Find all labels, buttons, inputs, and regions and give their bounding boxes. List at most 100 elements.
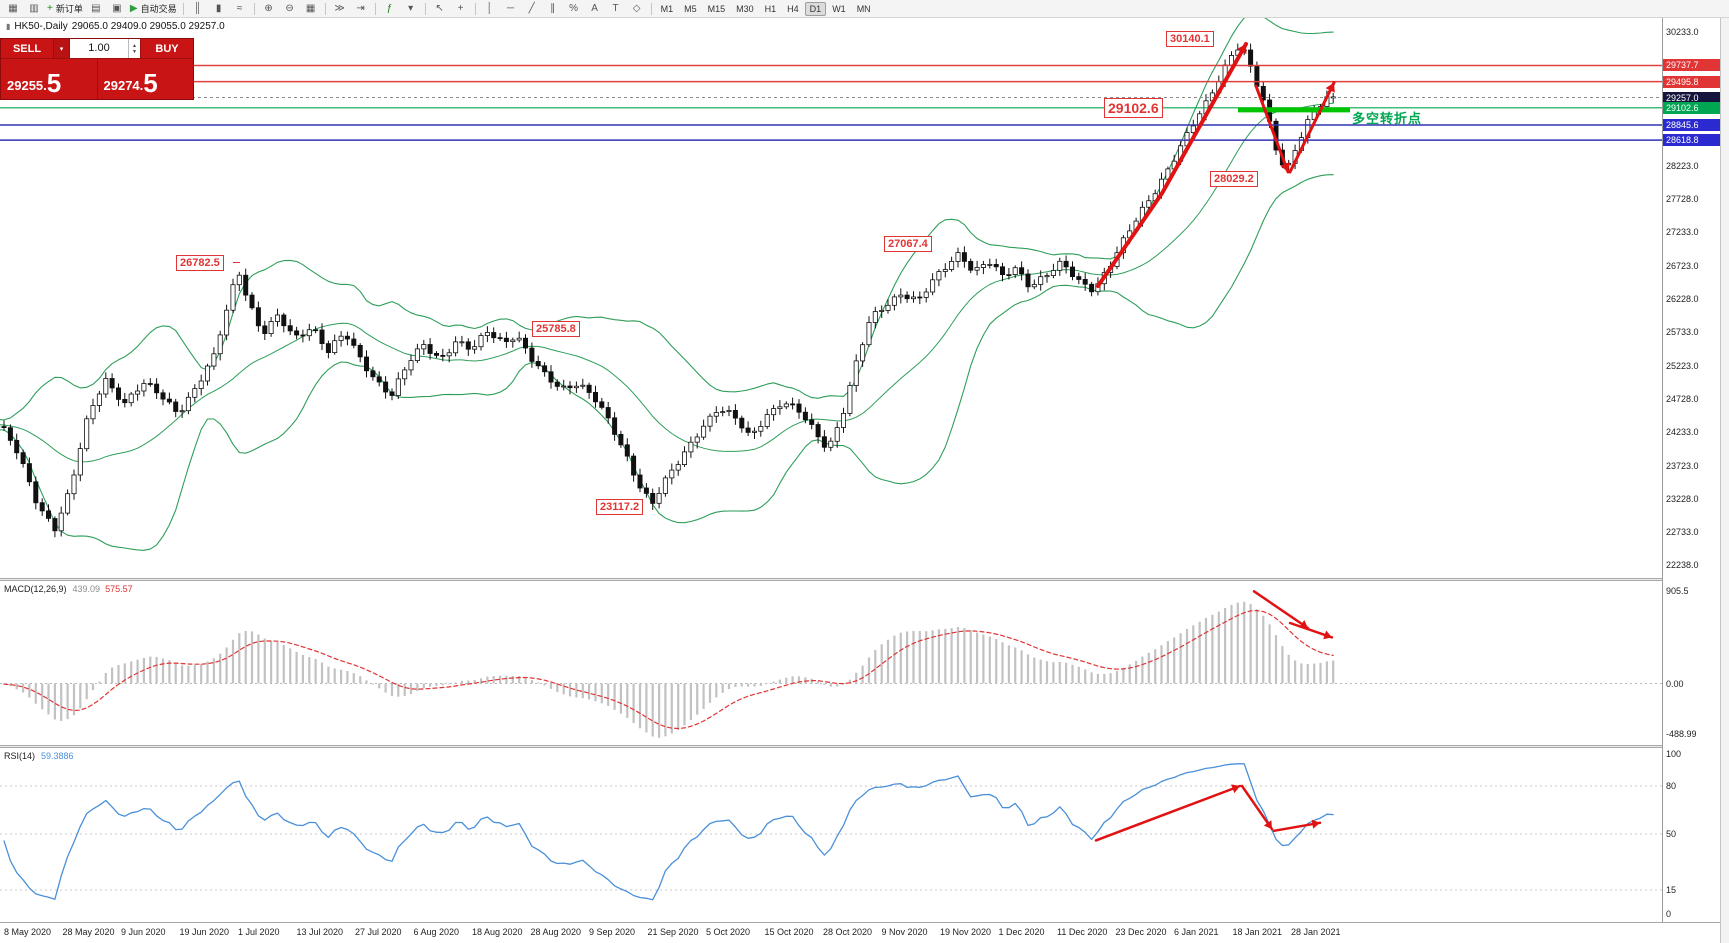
date-tick-label: 5 Oct 2020 (706, 927, 751, 937)
symbol-title: HK50-,Daily (14, 21, 68, 32)
sell-price[interactable]: 29255. 5 (1, 59, 98, 99)
timeframe-m15-button[interactable]: M15 (707, 3, 726, 14)
new-chart-icon[interactable]: ▦ (3, 1, 23, 16)
date-tick-label: 9 Nov 2020 (881, 927, 928, 937)
vertical-line-icon[interactable]: │ (480, 1, 500, 16)
chart-profiles-icon: ▥ (29, 2, 39, 14)
date-tick-label: 13 Jul 2020 (296, 927, 344, 937)
autotrading-button[interactable]: ▶ 自动交易 (128, 1, 179, 16)
new-order-icon: + (47, 2, 53, 14)
text-label-icon[interactable]: T (606, 1, 626, 16)
price-tick-label: 22238.0 (1666, 560, 1699, 571)
price-tick-label: 27728.0 (1666, 194, 1699, 205)
rsi-axis-label: 0 (1666, 909, 1672, 919)
timeframe-mn-button[interactable]: MN (856, 3, 871, 14)
date-tick-label: 19 Jun 2020 (179, 927, 230, 937)
macd-axis-label: -488.99 (1666, 728, 1697, 739)
indicators-icon[interactable]: ƒ (380, 1, 400, 16)
date-tick-label: 18 Jan 2021 (1232, 927, 1283, 937)
sell-button[interactable]: SELL (1, 39, 53, 58)
candlestick-chart-icon: ▮ (6, 22, 11, 31)
date-tick-label: 21 Sep 2020 (647, 927, 699, 937)
chart-profiles-icon[interactable]: ▥ (24, 1, 44, 16)
symbol-ohlc-values: 29065.0 29409.0 29055.0 29257.0 (71, 21, 225, 32)
rsi-panel-canvas[interactable] (0, 748, 1662, 922)
indicators-icon: ƒ (386, 2, 393, 14)
scrollbar[interactable] (1720, 18, 1729, 943)
timeframe-m5-button[interactable]: M5 (684, 3, 697, 14)
timeframe-m30-button[interactable]: M30 (736, 3, 754, 14)
text-icon: A (591, 2, 598, 14)
line-chart-icon[interactable]: ≈ (230, 1, 250, 16)
timeframe-w1-button[interactable]: W1 (832, 3, 846, 14)
zoom-out-icon[interactable]: ⊖ (280, 1, 300, 16)
spin-down-icon[interactable]: ▼ (132, 48, 137, 55)
symbol-ohlc-overlay: ▮ HK50-,Daily 29065.0 29409.0 29055.0 29… (6, 21, 225, 32)
timeframe-d1-button[interactable]: D1 (804, 1, 827, 16)
arrows-icon[interactable]: ◇ (627, 1, 647, 16)
autotrading-button-label: 自动交易 (140, 4, 177, 14)
market-watch-icon: ▤ (91, 2, 101, 14)
price-tick-label: 24233.0 (1666, 427, 1699, 438)
tile-windows-icon[interactable]: ▦ (301, 1, 321, 16)
toolbar-separator (324, 2, 326, 15)
one-click-trade-panel: SELL ▾ 1.00 ▲ ▼ BUY 29255. 5 29274. 5 (0, 38, 194, 100)
zoom-in-icon[interactable]: ⊕ (259, 1, 279, 16)
candlestick-chart-icon[interactable]: ▮ (209, 1, 229, 16)
macd-indicator-label: MACD(12,26,9) 439.09 575.57 (4, 584, 133, 594)
rsi-axis-label: 100 (1666, 749, 1682, 759)
new-order-button[interactable]: + 新订单 (45, 1, 85, 16)
volume-field[interactable]: 1.00 ▲ ▼ (70, 39, 141, 58)
fibonacci-icon: % (569, 2, 579, 14)
date-tick-label: 11 Dec 2020 (1057, 927, 1108, 937)
toolbar-separator (253, 2, 255, 15)
crosshair-icon[interactable]: + (451, 1, 471, 16)
spin-up-icon[interactable]: ▲ (132, 42, 137, 49)
order-type-dropdown[interactable]: ▾ (53, 39, 70, 58)
price-tick-label: 25733.0 (1666, 327, 1699, 338)
date-tick-label: 15 Oct 2020 (764, 927, 814, 937)
equidistant-channel-icon[interactable]: ∥ (543, 1, 563, 16)
toolbar-separator (182, 2, 184, 15)
timeframe-h4-button[interactable]: H4 (787, 3, 799, 14)
price-tick-label: 30233.0 (1666, 27, 1699, 38)
auto-scroll-icon: ≫ (334, 2, 345, 14)
data-window-icon[interactable]: ▣ (107, 1, 127, 16)
toolbar: ▦ ▥ + 新订单 ▤ ▣ ▶ 自动交易 ║ ▮ ≈ ⊕ ⊖ ▦ ≫ ⇥ ƒ ▾ ↖ + │ ─ ╱ ∥% A T ◇ M1 M5 M15… (0, 0, 1729, 18)
bar-chart-icon[interactable]: ║ (188, 1, 208, 16)
arrows-icon: ◇ (632, 2, 641, 14)
buy-button[interactable]: BUY (141, 39, 193, 58)
buy-price-big-digit: 5 (143, 68, 158, 99)
toolbar-separator (650, 2, 652, 15)
macd-panel-canvas[interactable] (0, 581, 1662, 745)
buy-price[interactable]: 29274. 5 (98, 59, 194, 99)
time-axis[interactable]: 8 May 2020 28 May 2020 9 Jun 2020 19 Jun 20… (0, 922, 1720, 943)
cursor-icon[interactable]: ↖ (430, 1, 450, 16)
panel-separator[interactable] (0, 578, 1720, 581)
sell-price-big-digit: 5 (46, 68, 62, 99)
main-chart-canvas[interactable] (0, 18, 1662, 578)
price-axis[interactable]: 30233.0 28223.0 27728.0 27233.0 26723.0 26228… (1662, 18, 1720, 922)
rsi-axis-label: 15 (1666, 885, 1677, 895)
trendline-icon: ╱ (528, 2, 535, 14)
auto-scroll-icon[interactable]: ≫ (330, 1, 350, 16)
price-level-badge: 29495.8 (1663, 75, 1720, 88)
fibonacci-icon[interactable]: % (564, 1, 584, 16)
macd-value-1: 439.09 (72, 584, 101, 594)
sell-price-main: 29255. (7, 78, 47, 93)
volume-value[interactable]: 1.00 (88, 42, 110, 54)
chart-shift-icon[interactable]: ⇥ (351, 1, 371, 16)
trendline-icon[interactable]: ╱ (522, 1, 542, 16)
text-icon[interactable]: A (585, 1, 605, 16)
timeframe-h1-button[interactable]: H1 (764, 3, 777, 14)
indicators-dropdown-icon[interactable]: ▾ (401, 1, 421, 16)
timeframe-m1-button[interactable]: M1 (660, 3, 674, 14)
volume-stepper[interactable]: ▲ ▼ (128, 39, 140, 58)
buy-price-main: 29274. (103, 78, 144, 93)
rsi-axis-label: 50 (1666, 829, 1677, 839)
horizontal-line-icon[interactable]: ─ (501, 1, 521, 16)
panel-separator[interactable] (0, 745, 1720, 748)
price-tick-label: 24728.0 (1666, 394, 1699, 405)
market-watch-icon[interactable]: ▤ (86, 1, 106, 16)
price-level-badge: 29102.6 (1663, 101, 1720, 114)
